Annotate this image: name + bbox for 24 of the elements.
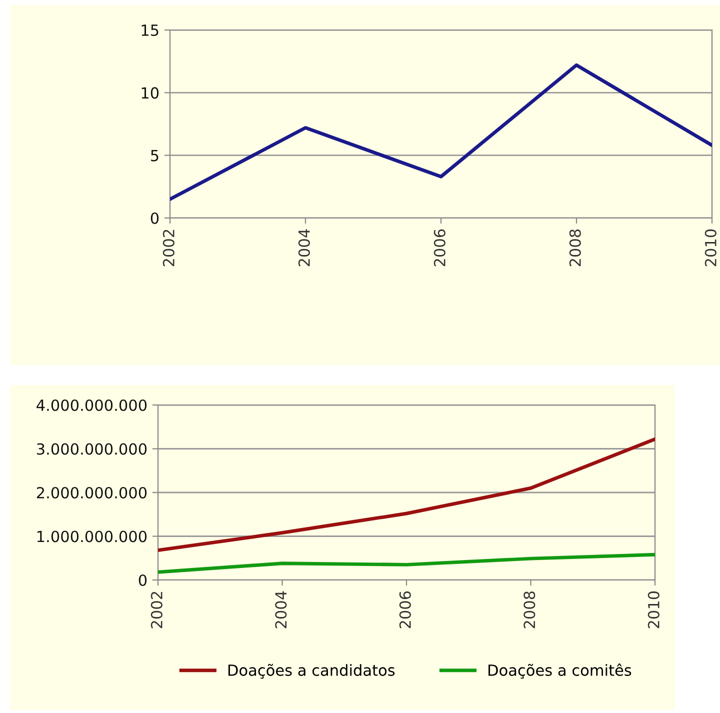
x-tick-label: 2006 <box>399 591 411 628</box>
y-tick-label: 1.000.000.000 <box>37 530 147 542</box>
legend-label: Doações a comitês <box>488 664 632 679</box>
x-tick-label: 2004 <box>275 591 287 628</box>
line-series <box>170 63 712 201</box>
y-tick-label: 2.000.000.000 <box>36 486 147 499</box>
x-tick-label: 2010 <box>648 591 660 628</box>
y-tick-label: 15 <box>142 24 158 36</box>
x-tick-label: 2006 <box>434 229 446 266</box>
y-tick-label: 0 <box>150 212 159 224</box>
legend-label: Doações a candidatos <box>228 664 395 679</box>
x-tick-label: 2002 <box>150 592 162 628</box>
y-tick-label: 0 <box>138 574 147 586</box>
x-tick-label: 2002 <box>162 230 174 266</box>
line-series <box>158 552 655 574</box>
x-tick-label: 2010 <box>704 229 716 266</box>
line-series <box>158 437 655 552</box>
y-tick-label: 5 <box>151 150 158 162</box>
x-tick-label: 2008 <box>524 591 536 628</box>
y-tick-label: 3.000.000.000 <box>36 443 147 455</box>
x-tick-label: 2004 <box>298 229 310 266</box>
x-tick-label: 2008 <box>569 229 581 266</box>
y-tick-label: 4.000.000.000 <box>36 399 147 412</box>
y-tick-label: 10 <box>142 87 159 99</box>
